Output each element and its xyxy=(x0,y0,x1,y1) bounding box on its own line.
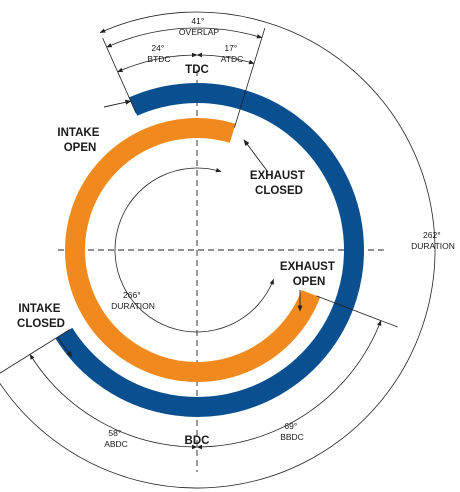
intake-open-leader xyxy=(103,99,132,108)
tdc-label: TDC xyxy=(185,64,209,76)
exhaust-closed-label: EXHAUST CLOSED xyxy=(250,170,308,197)
exhaust-closed-leader xyxy=(243,139,269,173)
exhaust-duration-dimension-arc xyxy=(114,167,274,333)
intake-open-label: INTAKE OPEN xyxy=(57,127,102,154)
exhaust-duration-value: 266° DURATION xyxy=(111,290,155,311)
atdc-value: 17° ATDC xyxy=(221,43,244,64)
intake-duration-dimension-arc xyxy=(0,11,436,489)
intake-duration-value: 262° DURATION xyxy=(411,230,455,251)
bbdc-dimension-arc xyxy=(196,320,382,450)
bdc-label: BDC xyxy=(185,435,210,447)
atdc-dimension-arc xyxy=(196,52,255,65)
btdc-value: 24° BTDC xyxy=(147,43,170,64)
intake-closed-extension-line xyxy=(0,329,71,374)
intake-closed-leader xyxy=(57,337,73,358)
intake-closed-label: INTAKE CLOSED xyxy=(17,303,65,330)
abdc-value: 58° ABDC xyxy=(104,428,128,449)
intake-open-extension-line xyxy=(102,37,137,114)
exhaust-open-extension-line xyxy=(316,295,398,328)
overlap-dimension-arc xyxy=(106,27,263,48)
btdc-dimension-arc xyxy=(117,52,198,73)
bbdc-value: 69° BBDC xyxy=(280,421,304,442)
overlap-value: 41° OVERLAP xyxy=(179,16,219,37)
exhaust-open-label: EXHAUST OPEN xyxy=(280,261,338,288)
